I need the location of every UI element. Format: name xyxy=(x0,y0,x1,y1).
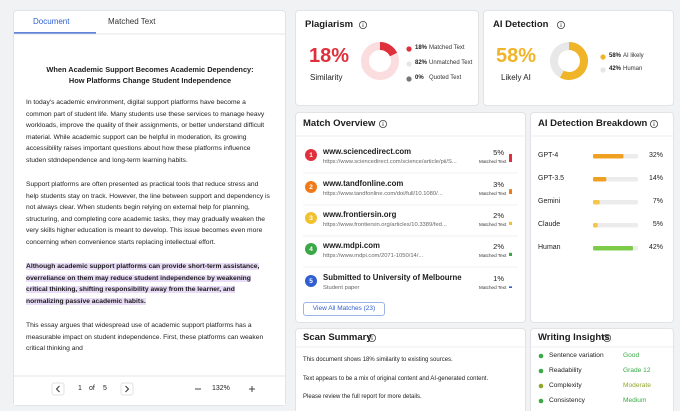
match-detail: https://www.mdpi.com/2071-1050/14/... xyxy=(323,253,424,259)
legend-value: 42% xyxy=(609,66,622,72)
match-caption: Matched Text xyxy=(479,191,507,196)
match-detail: https://www.sciencedirect.com/science/ar… xyxy=(323,159,457,165)
insight-label: Consistency xyxy=(549,397,585,404)
match-source: www.sciencedirect.com xyxy=(323,147,412,156)
model-percent: 7% xyxy=(652,198,663,205)
card-title: Writing Insights xyxy=(538,332,610,343)
legend-text: Matched Text xyxy=(429,45,465,51)
match-detail: https://www.frontiersin.org/articles/10.… xyxy=(323,222,447,228)
model-percent: 14% xyxy=(648,175,663,182)
card-title: Plagiarism xyxy=(305,19,354,30)
model-name: Human xyxy=(538,244,561,251)
insight-label: Readability xyxy=(549,367,582,374)
match-percent: 1% xyxy=(493,274,504,283)
legend-text: Human xyxy=(623,66,643,72)
page-total: 5 xyxy=(103,385,107,392)
scan-summary-card xyxy=(295,328,526,411)
match-detail: https://www.tandfonline.com/doi/full/10.… xyxy=(323,191,443,197)
rank-number: 5 xyxy=(309,277,313,285)
paragraph-text: This essay argues that widespread use of… xyxy=(26,322,264,352)
legend-text: Unmatched Text xyxy=(429,60,473,66)
page-number: 1 xyxy=(78,385,82,392)
paragraph-text: In today's academic environment, digital… xyxy=(26,99,265,164)
match-source: Submitted to University of Melbourne xyxy=(323,273,462,282)
insight-value: Grade 12 xyxy=(623,367,651,374)
match-percent: 3% xyxy=(493,180,504,189)
match-percent: 2% xyxy=(493,211,504,220)
paragraph: Although academic support platforms can … xyxy=(26,261,272,307)
paragraph: In today's academic environment, digital… xyxy=(26,97,272,166)
match-caption: Matched Text xyxy=(479,253,507,258)
match-percent: 5% xyxy=(493,148,504,157)
card-title: AI Detection xyxy=(493,19,549,30)
summary-line: Please review the full report for more d… xyxy=(303,394,422,400)
match-caption: Matched Text xyxy=(479,159,507,164)
legend-text: Quoted Text xyxy=(429,75,462,81)
legend-value: 0% xyxy=(415,75,424,81)
document-title: How Platforms Change Student Independenc… xyxy=(68,76,232,85)
match-source: www.tandfonline.com xyxy=(323,179,404,188)
plagiarism-score: 18% xyxy=(309,45,350,67)
highlighted-text: Although academic support platforms can … xyxy=(26,263,260,305)
ai-breakdown-card xyxy=(530,112,674,323)
score-label: Likely AI xyxy=(501,73,531,82)
match-detail: Student paper xyxy=(323,285,360,291)
ai-score: 58% xyxy=(496,45,537,67)
legend-value: 82% xyxy=(415,60,428,66)
legend-text: AI likely xyxy=(623,53,644,59)
tab: Document xyxy=(33,17,70,26)
rank-number: 1 xyxy=(309,151,313,159)
model-name: GPT-3.5 xyxy=(538,175,565,182)
tab: Matched Text xyxy=(108,17,156,26)
match-source: www.frontiersin.org xyxy=(323,210,397,219)
legend-value: 18% xyxy=(415,45,428,51)
insight-value: Medium xyxy=(623,397,647,404)
score-label: Similarity xyxy=(310,73,343,82)
insight-label: Complexity xyxy=(549,382,582,389)
document-title: When Academic Support Becomes Academic D… xyxy=(46,65,254,74)
card-title: Scan Summary xyxy=(303,332,372,343)
paragraph: This essay argues that widespread use of… xyxy=(26,320,272,355)
match-percent: 2% xyxy=(493,242,504,251)
model-name: Claude xyxy=(538,221,561,228)
rank-number: 3 xyxy=(309,214,313,222)
model-percent: 32% xyxy=(648,152,663,159)
summary-line: Text appears to be a mix of original con… xyxy=(303,375,489,382)
summary-line: This document shows 18% similarity to ex… xyxy=(303,357,453,363)
insight-value: Good xyxy=(623,352,640,359)
paragraph-text: Support platforms are often presented as… xyxy=(26,181,270,246)
legend-value: 58% xyxy=(609,53,622,59)
zoom-level: 132% xyxy=(212,385,230,392)
model-name: GPT-4 xyxy=(538,152,559,159)
page-of: of xyxy=(89,385,95,392)
document-body: In today's academic environment, digital… xyxy=(26,97,272,368)
document-panel xyxy=(13,10,286,406)
paragraph: Support platforms are often presented as… xyxy=(26,179,272,248)
match-source: www.mdpi.com xyxy=(323,241,380,250)
match-caption: Matched Text xyxy=(479,222,507,227)
rank-number: 2 xyxy=(309,183,313,191)
writing-insights-card xyxy=(530,328,674,411)
model-percent: 5% xyxy=(652,221,663,228)
card-title: Match Overview xyxy=(303,118,376,129)
insight-label: Sentence variation xyxy=(549,352,604,359)
match-caption: Matched Text xyxy=(479,285,507,290)
view-all-button[interactable]: View All Matches (23) xyxy=(303,302,385,316)
model-name: Gemini xyxy=(538,198,561,205)
insight-value: Moderate xyxy=(623,382,651,389)
card-title: AI Detection Breakdown xyxy=(538,118,648,129)
match-overview-card xyxy=(295,112,526,323)
model-percent: 42% xyxy=(648,244,663,251)
rank-number: 4 xyxy=(309,245,313,253)
